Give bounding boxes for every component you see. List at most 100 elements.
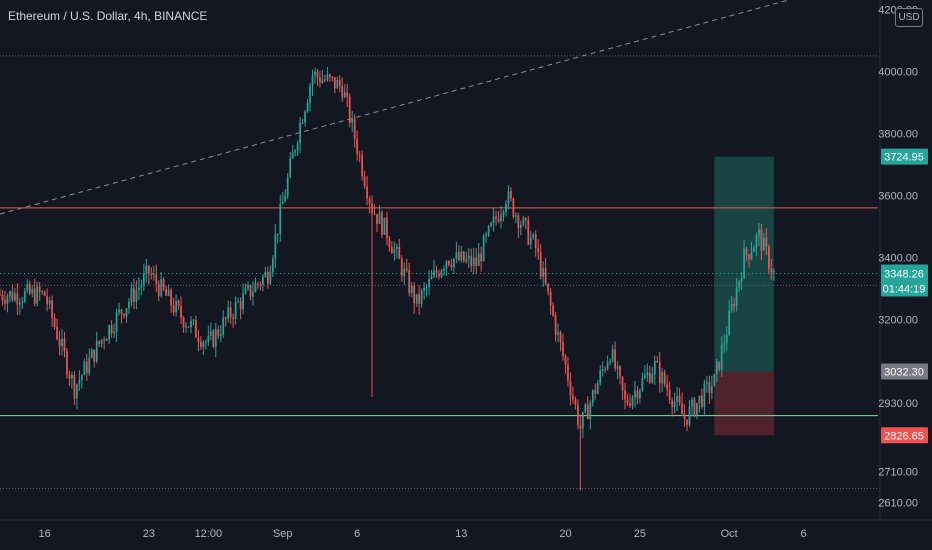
candle[interactable] bbox=[500, 205, 502, 229]
candle[interactable] bbox=[497, 210, 500, 223]
candle[interactable] bbox=[329, 73, 331, 82]
candle[interactable] bbox=[358, 150, 361, 163]
candle[interactable] bbox=[470, 248, 473, 273]
candle[interactable] bbox=[465, 251, 468, 264]
candle[interactable] bbox=[710, 375, 713, 400]
candle[interactable] bbox=[641, 372, 644, 393]
candle[interactable] bbox=[376, 214, 378, 233]
candle[interactable] bbox=[182, 315, 185, 333]
candle[interactable] bbox=[366, 175, 368, 206]
candle[interactable] bbox=[472, 247, 475, 274]
candle[interactable] bbox=[420, 288, 423, 308]
candle[interactable] bbox=[606, 355, 609, 371]
candle[interactable] bbox=[495, 210, 497, 227]
candle[interactable] bbox=[147, 264, 150, 285]
candle[interactable] bbox=[279, 194, 282, 242]
candle[interactable] bbox=[549, 288, 552, 315]
candle[interactable] bbox=[455, 241, 458, 264]
candle[interactable] bbox=[527, 215, 530, 246]
candle[interactable] bbox=[296, 140, 299, 156]
candle[interactable] bbox=[41, 289, 44, 295]
candle[interactable] bbox=[646, 363, 649, 382]
candle[interactable] bbox=[93, 349, 96, 368]
candle[interactable] bbox=[195, 315, 197, 338]
candle[interactable] bbox=[770, 259, 773, 281]
candle[interactable] bbox=[378, 205, 381, 225]
candle[interactable] bbox=[631, 395, 634, 410]
candle[interactable] bbox=[755, 232, 758, 257]
candle[interactable] bbox=[609, 358, 612, 366]
candle[interactable] bbox=[537, 239, 540, 260]
candle[interactable] bbox=[125, 307, 128, 323]
candle[interactable] bbox=[765, 228, 768, 256]
candle[interactable] bbox=[266, 266, 269, 289]
candle[interactable] bbox=[423, 281, 425, 300]
candle[interactable] bbox=[388, 235, 391, 252]
candle[interactable] bbox=[316, 69, 319, 86]
candle[interactable] bbox=[386, 211, 388, 246]
candle[interactable] bbox=[254, 277, 257, 293]
candle[interactable] bbox=[696, 402, 698, 420]
candle[interactable] bbox=[142, 263, 145, 292]
candle[interactable] bbox=[418, 285, 421, 315]
candle[interactable] bbox=[639, 388, 641, 404]
candle[interactable] bbox=[567, 356, 569, 387]
candle[interactable] bbox=[591, 389, 594, 407]
candle[interactable] bbox=[1, 290, 4, 306]
candle[interactable] bbox=[450, 258, 453, 271]
candle[interactable] bbox=[594, 383, 597, 400]
candle[interactable] bbox=[314, 67, 316, 84]
candle[interactable] bbox=[38, 281, 41, 301]
candle[interactable] bbox=[748, 253, 750, 268]
candle[interactable] bbox=[18, 298, 21, 315]
candle[interactable] bbox=[772, 268, 775, 281]
candle[interactable] bbox=[512, 197, 515, 219]
candle[interactable] bbox=[589, 399, 592, 430]
candle[interactable] bbox=[415, 294, 418, 307]
candle[interactable] bbox=[4, 290, 6, 311]
candle[interactable] bbox=[713, 373, 716, 387]
candle[interactable] bbox=[14, 288, 16, 303]
candle[interactable] bbox=[88, 348, 91, 376]
candle[interactable] bbox=[604, 366, 607, 374]
candle[interactable] bbox=[413, 282, 416, 314]
candle[interactable] bbox=[128, 297, 130, 315]
candle[interactable] bbox=[23, 287, 26, 304]
candle[interactable] bbox=[28, 280, 31, 296]
candle[interactable] bbox=[624, 382, 626, 410]
candle[interactable] bbox=[31, 284, 34, 298]
candle[interactable] bbox=[505, 200, 507, 217]
candle[interactable] bbox=[212, 328, 215, 349]
candle[interactable] bbox=[492, 207, 495, 232]
candle[interactable] bbox=[100, 338, 103, 348]
candle[interactable] bbox=[599, 365, 602, 386]
candle[interactable] bbox=[56, 318, 58, 341]
candle[interactable] bbox=[435, 265, 438, 278]
candle[interactable] bbox=[611, 344, 614, 363]
candle[interactable] bbox=[103, 336, 106, 350]
candle[interactable] bbox=[410, 281, 413, 298]
candle[interactable] bbox=[326, 67, 329, 82]
candle[interactable] bbox=[33, 278, 36, 307]
currency-button[interactable]: USD bbox=[895, 8, 923, 27]
candle[interactable] bbox=[311, 69, 314, 96]
candle[interactable] bbox=[133, 278, 135, 310]
candle[interactable] bbox=[185, 322, 187, 333]
candle[interactable] bbox=[569, 372, 572, 406]
candle[interactable] bbox=[693, 396, 696, 418]
candle[interactable] bbox=[445, 259, 448, 277]
candle[interactable] bbox=[252, 281, 254, 306]
candle[interactable] bbox=[108, 324, 110, 344]
candle[interactable] bbox=[301, 118, 304, 124]
candle[interactable] bbox=[614, 341, 616, 372]
candle[interactable] bbox=[457, 245, 460, 262]
candle[interactable] bbox=[204, 339, 207, 350]
candle[interactable] bbox=[152, 265, 155, 281]
candle[interactable] bbox=[728, 299, 731, 337]
candle[interactable] bbox=[760, 223, 763, 261]
candle[interactable] bbox=[453, 257, 455, 274]
candle[interactable] bbox=[247, 281, 249, 292]
candle[interactable] bbox=[262, 274, 264, 292]
candle[interactable] bbox=[321, 70, 324, 85]
candle[interactable] bbox=[249, 284, 252, 301]
